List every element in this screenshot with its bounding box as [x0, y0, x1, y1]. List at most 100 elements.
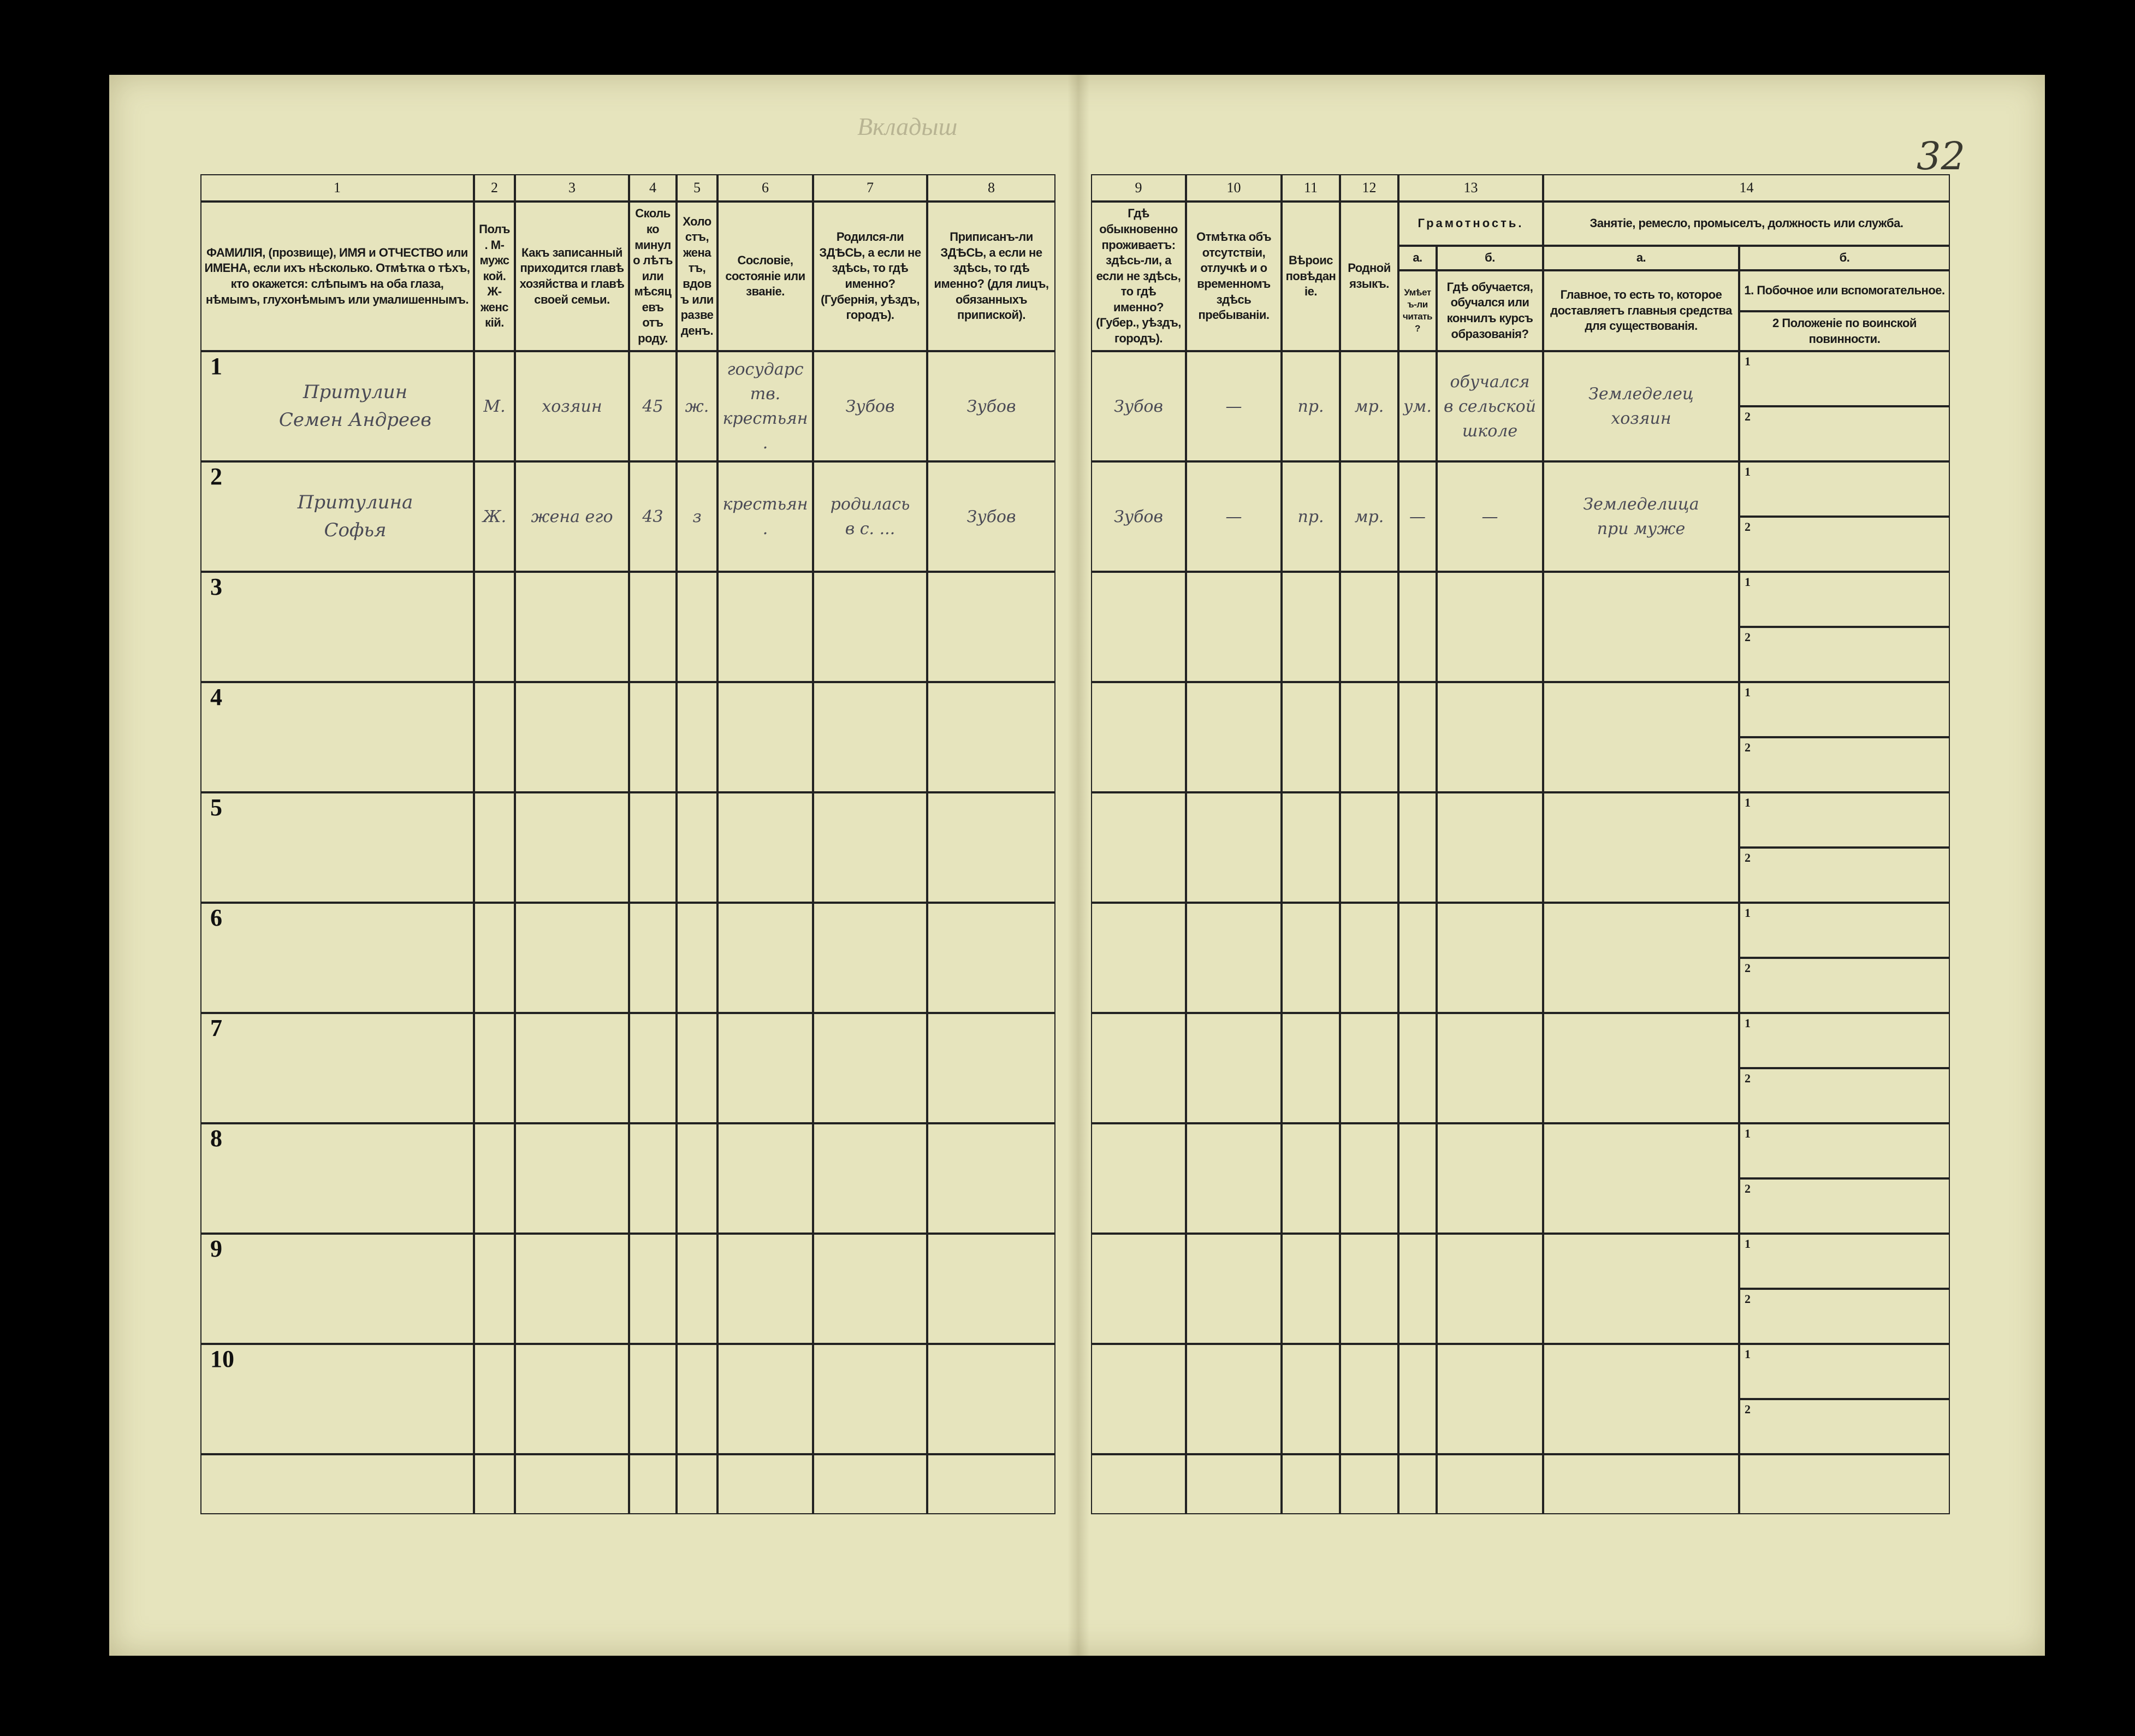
- sub-row-label: 1: [1745, 796, 1751, 809]
- table-cell: [1091, 1123, 1186, 1234]
- table-cell: [677, 572, 717, 682]
- sub-row-label: 2: [1745, 520, 1751, 534]
- column-header: Сословіе, состояніе или званіе.: [717, 202, 813, 351]
- table-cell: [629, 572, 677, 682]
- table-cell: [515, 1123, 629, 1234]
- table-cell: мр.: [1340, 351, 1398, 461]
- row-number: 7: [210, 1015, 222, 1041]
- table-cell: [717, 903, 813, 1013]
- row-number: 5: [210, 794, 222, 821]
- table-cell: [474, 572, 515, 682]
- table-cell: [515, 572, 629, 682]
- sub-cell-2: 2: [1739, 958, 1950, 1013]
- table-cell: [1186, 682, 1282, 792]
- column-number: 14: [1543, 174, 1950, 202]
- table-cell: [629, 682, 677, 792]
- table-cell: [1282, 682, 1340, 792]
- table-cell: [1543, 903, 1739, 1013]
- table-cell: [1543, 1123, 1739, 1234]
- table-cell: [1437, 1123, 1543, 1234]
- page-number: 32: [1917, 134, 1966, 179]
- blank-cell: [677, 1454, 717, 1514]
- sub-row-label: 2: [1745, 410, 1751, 423]
- table-cell: [1398, 572, 1437, 682]
- blank-cell: [1543, 1454, 1739, 1514]
- table-cell: [1186, 1344, 1282, 1454]
- table-cell: [1398, 792, 1437, 903]
- table-cell: [200, 903, 474, 1013]
- table-cell: [677, 792, 717, 903]
- table-cell: [813, 903, 927, 1013]
- table-cell: [200, 572, 474, 682]
- table-cell: —: [1437, 461, 1543, 572]
- sub-cell-1: 1: [1739, 572, 1950, 627]
- table-cell: [200, 1344, 474, 1454]
- column-number: 6: [717, 174, 813, 202]
- table-cell: [1398, 903, 1437, 1013]
- table-cell: [1340, 682, 1398, 792]
- table-cell: [515, 903, 629, 1013]
- table-cell: [1186, 1123, 1282, 1234]
- row-number: 8: [210, 1125, 222, 1152]
- table-cell: [1340, 1123, 1398, 1234]
- sub-cell-2: 2: [1739, 1289, 1950, 1344]
- sub-row-label: 2: [1745, 1182, 1751, 1195]
- column-number: 3: [515, 174, 629, 202]
- faint-heading: Вкладыш: [857, 112, 958, 140]
- occupation-b-label: б.: [1739, 246, 1950, 270]
- table-cell: Зубов: [927, 461, 1055, 572]
- table-cell: [515, 1344, 629, 1454]
- column-header: Сколько минуло лѣтъ или мѣсяцевъ отъ род…: [629, 202, 677, 351]
- table-cell: [1398, 1344, 1437, 1454]
- table-cell: [629, 1013, 677, 1123]
- table-cell: хозяин: [515, 351, 629, 461]
- row-number: 3: [210, 573, 222, 600]
- column-header: Какъ записанный приходится главѣ хозяйст…: [515, 202, 629, 351]
- table-cell: [717, 682, 813, 792]
- sub-row-label: 2: [1745, 740, 1751, 754]
- occupation-a-label: а.: [1543, 246, 1739, 270]
- table-cell: [515, 1234, 629, 1344]
- table-cell: [717, 1013, 813, 1123]
- table-cell: [1437, 903, 1543, 1013]
- occupation-b1-header: 1. Побочное или вспомогательное.: [1739, 270, 1950, 311]
- table-cell: [200, 792, 474, 903]
- table-cell: [1186, 1234, 1282, 1344]
- table-cell: [515, 1013, 629, 1123]
- row-number: 6: [210, 904, 222, 931]
- table-cell: [629, 903, 677, 1013]
- table-cell: [717, 1344, 813, 1454]
- sub-cell-2: 2: [1739, 517, 1950, 572]
- table-cell: [927, 1344, 1055, 1454]
- table-cell: [1340, 1234, 1398, 1344]
- table-cell: [474, 792, 515, 903]
- table-cell: [813, 1344, 927, 1454]
- sub-cell-2: 2: [1739, 1178, 1950, 1234]
- table-cell: [200, 1013, 474, 1123]
- occupation-a-header: Главное, то есть то, которое доставляетъ…: [1543, 270, 1739, 351]
- table-cell: [474, 1234, 515, 1344]
- column-number: 10: [1186, 174, 1282, 202]
- table-cell: [813, 572, 927, 682]
- sub-cell-1: 1: [1739, 351, 1950, 406]
- table-cell: —: [1398, 461, 1437, 572]
- table-cell: мр.: [1340, 461, 1398, 572]
- blank-cell: [1340, 1454, 1398, 1514]
- table-cell: [677, 682, 717, 792]
- table-cell: [717, 1123, 813, 1234]
- table-cell: [1282, 572, 1340, 682]
- table-cell: [1091, 572, 1186, 682]
- blank-cell: [717, 1454, 813, 1514]
- literacy-group-header: Грамотность.: [1398, 202, 1543, 246]
- column-header: Отмѣтка объ отсутствіи, отлучкѣ и о врем…: [1186, 202, 1282, 351]
- table-cell: [1186, 903, 1282, 1013]
- blank-cell: [629, 1454, 677, 1514]
- table-cell: [200, 682, 474, 792]
- table-cell: [717, 1234, 813, 1344]
- table-cell: [927, 1013, 1055, 1123]
- sub-row-label: 1: [1745, 1347, 1751, 1361]
- table-cell: [927, 1123, 1055, 1234]
- table-cell: [1186, 792, 1282, 903]
- sub-row-label: 1: [1745, 1127, 1751, 1140]
- blank-cell: [813, 1454, 927, 1514]
